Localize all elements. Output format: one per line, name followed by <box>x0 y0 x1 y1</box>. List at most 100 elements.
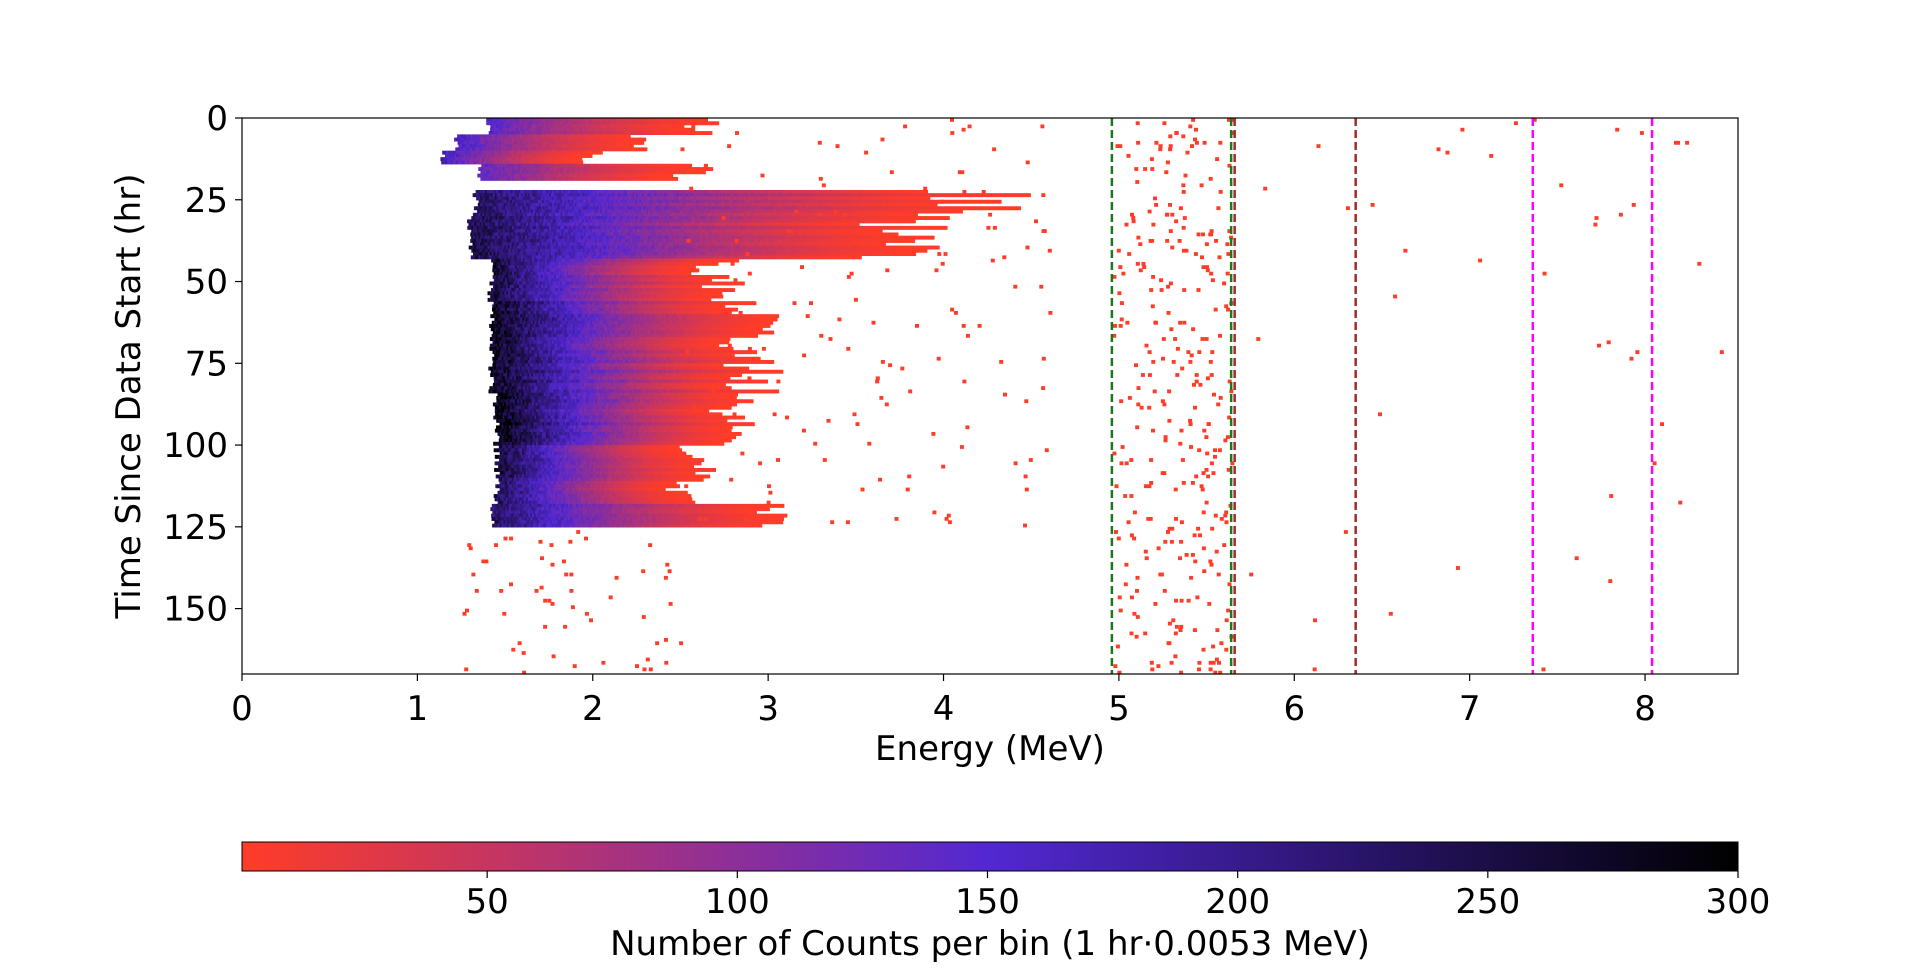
heatmap-cell <box>825 206 828 211</box>
heatmap-cell <box>539 137 542 142</box>
heatmap-cell <box>873 196 877 201</box>
heatmap-cell <box>640 173 644 178</box>
heatmap-cell <box>616 190 620 194</box>
heatmap-cell <box>613 193 617 198</box>
heatmap-cell <box>497 121 500 126</box>
heatmap-cell <box>492 140 496 145</box>
heatmap-cell <box>494 124 497 129</box>
heatmap-cell <box>818 193 821 198</box>
heatmap-cell <box>542 124 545 129</box>
heatmap-cell <box>497 124 501 129</box>
heatmap-cell <box>547 160 550 165</box>
heatmap-cell <box>709 199 712 204</box>
heatmap-cell <box>533 124 536 129</box>
heatmap-cell <box>695 206 698 211</box>
heatmap-cell <box>536 124 540 129</box>
heatmap-cell <box>715 196 719 201</box>
heatmap-cell <box>517 121 521 126</box>
heatmap-cell <box>718 209 722 214</box>
heatmap-cell <box>547 118 550 122</box>
heatmap-cell <box>649 199 653 204</box>
heatmap-cell <box>522 124 525 129</box>
heatmap-cell <box>568 163 572 168</box>
heatmap-cell <box>633 127 636 132</box>
heatmap-cell <box>440 157 443 162</box>
heatmap-cell <box>511 160 515 165</box>
heatmap-cell <box>578 134 581 139</box>
heatmap-cell <box>457 157 460 162</box>
heatmap-cell <box>474 160 478 165</box>
heatmap-cell <box>907 206 910 211</box>
heatmap-cell <box>920 203 923 207</box>
heatmap-cell <box>620 209 623 214</box>
heatmap-cell <box>921 199 924 204</box>
heatmap-cell <box>688 121 692 126</box>
heatmap-cell <box>872 199 876 204</box>
heatmap-cell <box>554 170 558 175</box>
heatmap-cell <box>653 199 656 204</box>
heatmap-cell <box>602 134 605 139</box>
heatmap-cell <box>597 144 601 149</box>
heatmap-cell <box>493 137 496 142</box>
heatmap-cell <box>541 140 544 145</box>
heatmap-cell <box>455 150 458 155</box>
heatmap-cell <box>504 118 508 122</box>
heatmap-cell <box>607 203 611 207</box>
heatmap-cell <box>612 127 616 132</box>
heatmap-cell <box>691 131 694 135</box>
heatmap-cell <box>483 137 487 142</box>
heatmap-cell <box>525 199 528 204</box>
heatmap-cell <box>478 199 482 204</box>
heatmap-cell <box>619 176 623 181</box>
heatmap-cell <box>641 193 645 198</box>
heatmap-cell <box>814 203 817 207</box>
heatmap-cell <box>645 199 649 204</box>
heatmap-cell <box>488 173 491 178</box>
heatmap-cell <box>757 193 760 198</box>
heatmap-cell <box>913 219 916 224</box>
heatmap-cell <box>890 193 894 198</box>
heatmap-cell <box>501 150 505 155</box>
heatmap-cell <box>855 206 858 211</box>
heatmap-cell <box>550 134 553 139</box>
heatmap-cell <box>611 196 615 201</box>
heatmap-cell <box>533 140 537 145</box>
heatmap-cell <box>490 150 494 155</box>
heatmap-cell <box>691 193 695 198</box>
heatmap-cell <box>472 134 475 139</box>
heatmap-cell <box>517 167 520 171</box>
heatmap-cell <box>480 137 483 142</box>
heatmap-cell <box>656 203 659 207</box>
heatmap-cell <box>471 144 474 149</box>
heatmap-cell <box>463 154 467 158</box>
heatmap-cell <box>900 199 904 204</box>
heatmap-cell <box>625 137 628 142</box>
heatmap-cell <box>549 190 553 194</box>
heatmap-cell <box>877 196 881 201</box>
heatmap-cell <box>622 163 626 168</box>
heatmap-cell <box>533 163 536 168</box>
heatmap-cell <box>888 196 892 201</box>
heatmap-cell <box>927 196 931 201</box>
heatmap-cell <box>599 118 603 122</box>
heatmap-cell <box>521 209 525 214</box>
heatmap-cell <box>483 147 486 152</box>
heatmap-cell <box>792 199 796 204</box>
heatmap-cell <box>659 121 662 126</box>
heatmap-cell <box>623 193 626 198</box>
heatmap-cell <box>504 196 507 201</box>
heatmap-cell <box>515 193 518 198</box>
heatmap-cell <box>681 121 684 126</box>
heatmap-cell <box>631 118 634 122</box>
heatmap-cell <box>614 118 617 122</box>
heatmap-cell <box>693 203 696 207</box>
heatmap-cell <box>579 127 582 132</box>
heatmap-cell <box>646 131 650 135</box>
heatmap-cell <box>734 193 738 198</box>
heatmap-cell <box>638 193 641 198</box>
heatmap-cell <box>525 176 528 181</box>
heatmap-cell <box>751 196 754 201</box>
heatmap-cell <box>704 203 708 207</box>
heatmap-cell <box>1015 193 1018 198</box>
